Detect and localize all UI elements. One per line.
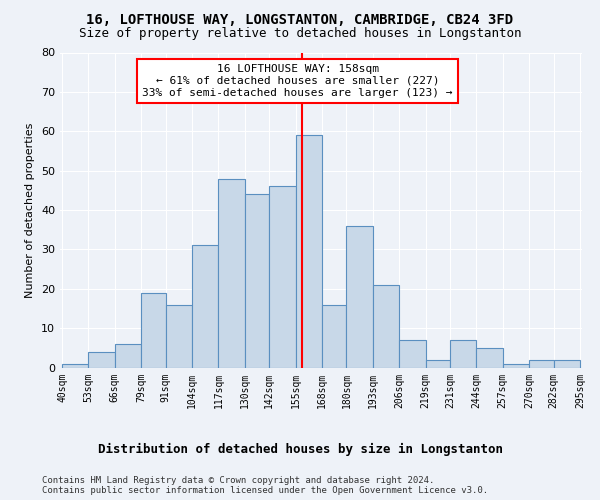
Bar	[425, 360, 450, 368]
Bar	[88, 352, 115, 368]
Bar	[554, 360, 580, 368]
Bar	[115, 344, 141, 368]
Bar	[245, 194, 269, 368]
Bar	[166, 304, 192, 368]
Bar	[529, 360, 554, 368]
Text: 16, LOFTHOUSE WAY, LONGSTANTON, CAMBRIDGE, CB24 3FD: 16, LOFTHOUSE WAY, LONGSTANTON, CAMBRIDG…	[86, 12, 514, 26]
Bar	[269, 186, 296, 368]
Bar	[296, 135, 322, 368]
Bar	[476, 348, 503, 368]
Text: Distribution of detached houses by size in Longstanton: Distribution of detached houses by size …	[97, 442, 503, 456]
Bar	[322, 304, 346, 368]
Bar	[141, 292, 166, 368]
Bar	[399, 340, 425, 367]
Bar	[346, 226, 373, 368]
Text: Contains HM Land Registry data © Crown copyright and database right 2024.
Contai: Contains HM Land Registry data © Crown c…	[42, 476, 488, 495]
Bar	[218, 178, 245, 368]
Bar	[62, 364, 88, 368]
Bar	[192, 246, 218, 368]
Text: 16 LOFTHOUSE WAY: 158sqm
← 61% of detached houses are smaller (227)
33% of semi-: 16 LOFTHOUSE WAY: 158sqm ← 61% of detach…	[142, 64, 453, 98]
Bar	[373, 285, 399, 368]
Text: Size of property relative to detached houses in Longstanton: Size of property relative to detached ho…	[79, 28, 521, 40]
Bar	[450, 340, 476, 367]
Bar	[503, 364, 529, 368]
Y-axis label: Number of detached properties: Number of detached properties	[25, 122, 35, 298]
